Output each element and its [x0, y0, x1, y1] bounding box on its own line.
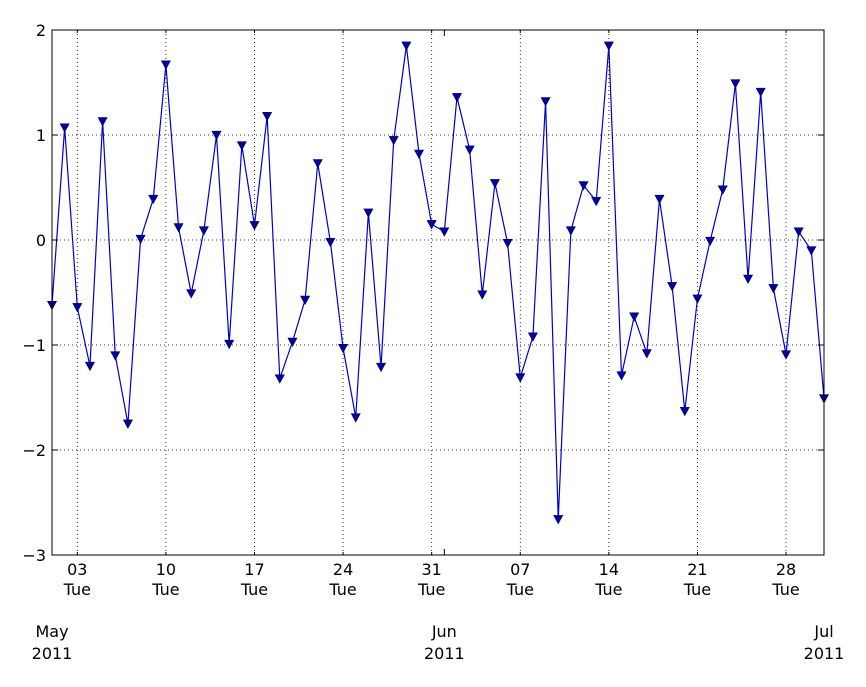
data-point: [224, 339, 235, 350]
x-tick-year-label: 2011: [32, 644, 73, 663]
data-point: [135, 234, 146, 245]
data-point: [300, 295, 311, 305]
data-point: [641, 349, 652, 359]
x-tick-year-label: 2011: [804, 644, 845, 663]
data-point: [654, 194, 665, 205]
series-line: [51, 45, 825, 520]
x-tick-day-label: 31: [421, 560, 441, 579]
data-point: [553, 515, 564, 525]
data-point: [401, 41, 412, 51]
x-tick-weekday-label: Tue: [506, 580, 534, 599]
data-point: [527, 332, 538, 342]
data-point: [350, 413, 361, 423]
x-tick-weekday-label: Tue: [240, 580, 268, 599]
data-point: [603, 41, 614, 51]
data-point: [591, 197, 602, 207]
data-point: [515, 373, 526, 383]
data-point: [97, 117, 108, 127]
y-tick-label: −3: [22, 546, 46, 565]
data-point: [477, 290, 488, 300]
data-point: [338, 344, 349, 354]
data-point: [667, 282, 678, 292]
data-point: [439, 227, 450, 237]
y-tick-label: −2: [22, 441, 46, 460]
x-tick-weekday-label: Tue: [771, 580, 799, 599]
data-point: [274, 374, 285, 384]
data-point: [705, 236, 716, 247]
data-point: [110, 351, 121, 361]
data-point: [502, 239, 513, 249]
data-point: [72, 303, 83, 313]
data-point: [325, 237, 336, 248]
x-tick-month-label: Jul: [813, 622, 833, 641]
x-tick-day-label: 03: [67, 560, 87, 579]
data-point: [793, 227, 804, 237]
data-point: [616, 371, 627, 381]
data-point: [186, 289, 197, 299]
data-point: [426, 220, 437, 230]
y-tick-label: 0: [36, 231, 46, 250]
plot-frame: [51, 29, 825, 556]
x-tick-weekday-label: Tue: [328, 580, 356, 599]
data-point: [578, 181, 589, 191]
data-point: [806, 246, 817, 256]
x-tick-day-label: 07: [510, 560, 530, 579]
x-tick-weekday-label: Tue: [594, 580, 622, 599]
y-tick-label: 1: [36, 126, 46, 145]
data-point: [262, 111, 273, 122]
data-point: [122, 419, 133, 429]
x-tick-month-label: Jun: [431, 622, 457, 641]
x-tick-day-label: 21: [687, 560, 707, 579]
data-point: [287, 337, 298, 347]
x-tick-weekday-label: Tue: [417, 580, 445, 599]
data-point: [629, 312, 640, 322]
data-point: [679, 407, 690, 417]
data-point: [768, 284, 779, 294]
data-point: [489, 179, 500, 189]
y-tick-label: 2: [36, 21, 46, 40]
x-axis: 03Tue10Tue17Tue24Tue31Tue07Tue14Tue21Tue…: [32, 30, 845, 663]
series-layer: [46, 41, 830, 525]
x-tick-weekday-label: Tue: [63, 580, 91, 599]
data-point: [363, 208, 374, 218]
x-tick-weekday-label: Tue: [151, 580, 179, 599]
data-point: [451, 93, 462, 103]
x-tick-year-label: 2011: [424, 644, 465, 663]
data-point: [743, 274, 754, 284]
data-point: [59, 123, 70, 133]
data-point: [160, 60, 171, 70]
x-tick-day-label: 10: [156, 560, 176, 579]
data-point: [730, 79, 741, 89]
data-point: [84, 361, 95, 372]
data-point: [236, 141, 247, 151]
data-point: [464, 145, 475, 155]
y-tick-label: −1: [22, 336, 46, 355]
x-tick-day-label: 14: [599, 560, 619, 579]
data-point: [388, 136, 399, 146]
plot-background: [52, 30, 824, 555]
x-tick-day-label: 17: [244, 560, 264, 579]
data-point: [781, 350, 792, 360]
data-point: [249, 221, 260, 231]
data-point: [312, 159, 323, 169]
x-tick-month-label: May: [35, 622, 68, 641]
data-point: [755, 87, 766, 98]
y-axis: −3 −2 −1 0 1 2: [22, 21, 824, 565]
data-point: [692, 294, 703, 304]
x-tick-day-label: 24: [333, 560, 353, 579]
data-point: [376, 362, 387, 373]
data-point: [198, 226, 209, 236]
data-point: [173, 223, 184, 233]
data-point: [717, 185, 728, 195]
data-point: [565, 226, 576, 236]
data-point: [414, 149, 425, 160]
x-tick-day-label: 28: [776, 560, 796, 579]
x-tick-weekday-label: Tue: [683, 580, 711, 599]
data-point: [211, 130, 222, 141]
data-point: [540, 97, 551, 107]
data-point: [148, 194, 159, 205]
